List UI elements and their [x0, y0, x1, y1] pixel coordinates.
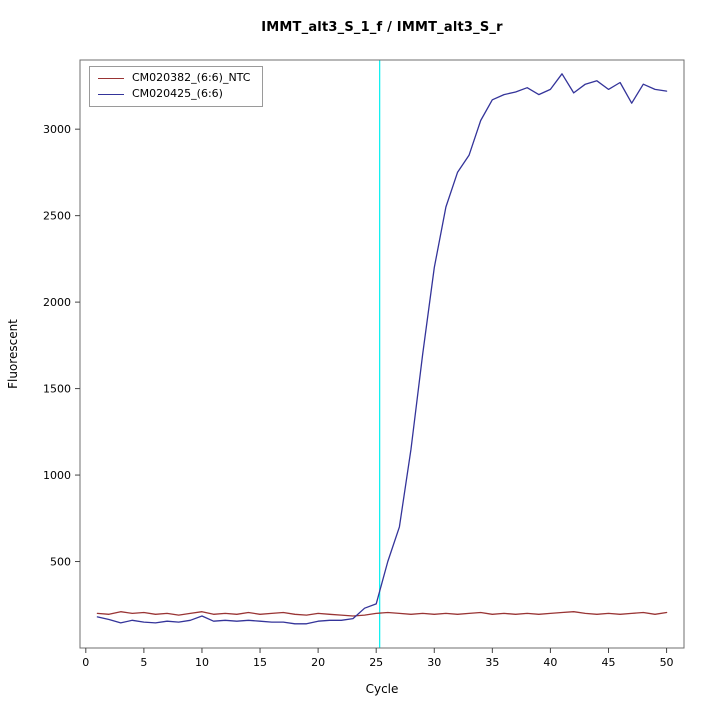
legend: CM020382_(6:6)_NTC CM020425_(6:6)	[89, 66, 264, 107]
x-tick-label: 35	[485, 656, 499, 669]
x-tick-label: 20	[311, 656, 325, 669]
x-tick-label: 5	[140, 656, 147, 669]
x-tick-label: 10	[195, 656, 209, 669]
x-axis-label: Cycle	[366, 682, 399, 696]
y-axis-label: Fluorescent	[6, 319, 20, 389]
x-tick-label: 45	[602, 656, 616, 669]
x-tick-label: 30	[427, 656, 441, 669]
y-tick-label: 2000	[43, 296, 71, 309]
x-tick-label: 40	[543, 656, 557, 669]
x-tick-label: 50	[660, 656, 674, 669]
y-tick-label: 500	[50, 556, 71, 569]
chart-generated-layer: 0 5 10 15 20 25 30 35 40 45 50 500 1000 1500 2000 2500 3…	[43, 59, 685, 669]
x-tick-label: 0	[82, 656, 89, 669]
legend-label-ntc: CM020382_(6:6)_NTC	[132, 71, 251, 84]
legend-line-swatch-sample	[98, 93, 124, 95]
legend-line-swatch-ntc	[98, 77, 124, 79]
legend-item-ntc: CM020382_(6:6)_NTC	[98, 70, 250, 86]
y-tick-label: 3000	[43, 123, 71, 136]
chart-title: IMMT_alt3_S_1_f / IMMT_alt3_S_r	[261, 20, 503, 35]
series-line-1	[96, 73, 668, 625]
x-tick-label: 15	[253, 656, 267, 669]
x-tick-label: 25	[369, 656, 383, 669]
y-tick-label: 1500	[43, 383, 71, 396]
plot-border	[79, 59, 685, 649]
y-tick-label: 2500	[43, 210, 71, 223]
y-tick-label: 1000	[43, 469, 71, 482]
legend-item-sample: CM020425_(6:6)	[98, 86, 250, 102]
legend-label-sample: CM020425_(6:6)	[132, 87, 223, 100]
series-line-0	[96, 611, 668, 617]
